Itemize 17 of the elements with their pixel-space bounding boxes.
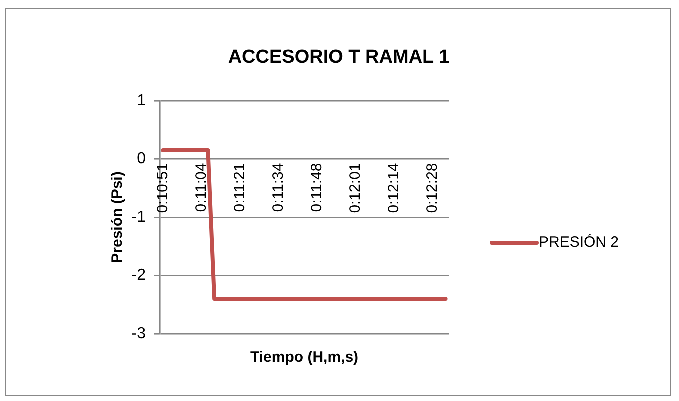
x-tick-label: 0:11:21 [231, 163, 248, 212]
legend-label: PRESIÓN 2 [539, 233, 620, 252]
y-tick-label: -2 [132, 267, 146, 284]
x-tick-label: 0:12:01 [347, 163, 364, 214]
y-tick-label: -1 [132, 208, 146, 226]
x-axis-title: Tiempo (H,m,s) [250, 349, 359, 366]
x-tick-label: 0:11:04 [192, 163, 210, 212]
x-tick-label: 0:11:34 [270, 163, 287, 212]
x-tick-label: 0:10:51 [154, 163, 172, 214]
y-axis-title: Presión (Psi) [109, 172, 126, 264]
x-tick-label: 0:12:28 [424, 163, 442, 214]
y-tick-label: 0 [137, 150, 146, 168]
y-tick-label: 1 [137, 92, 146, 110]
chart-title: ACCESORIO T RAMAL 1 [228, 47, 450, 68]
x-tick-label: 0:12:14 [386, 163, 403, 214]
x-tick-label: 0:11:48 [308, 163, 326, 212]
y-tick-label: -3 [132, 325, 146, 342]
